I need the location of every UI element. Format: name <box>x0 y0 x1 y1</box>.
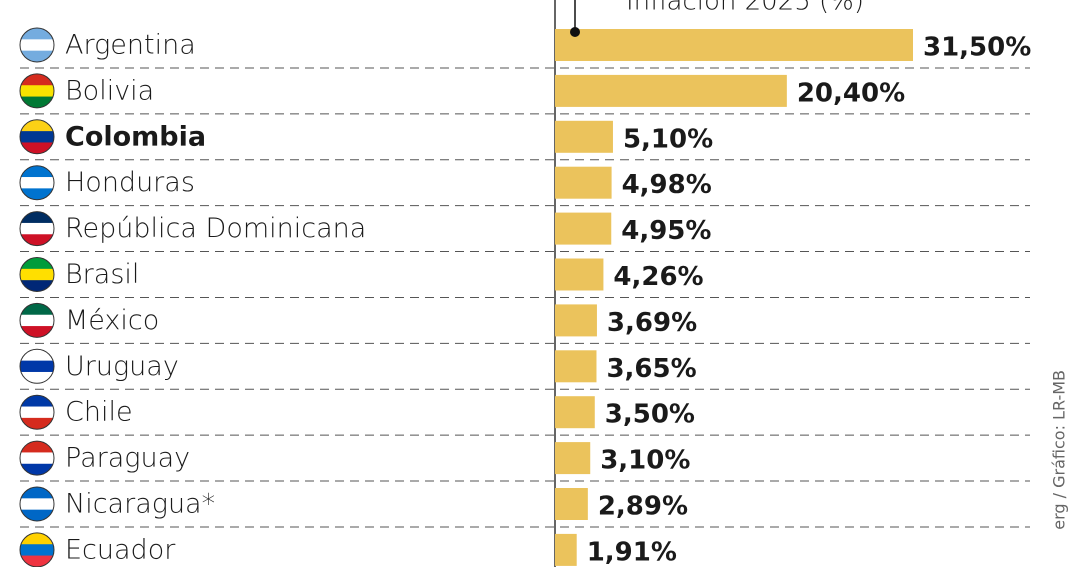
flag-stripe <box>20 234 54 246</box>
category-label: República Dominicana <box>65 213 366 244</box>
bar <box>555 396 595 429</box>
flag-stripe <box>20 360 54 373</box>
flag-stripe <box>20 509 54 521</box>
value-label: 31,50% <box>923 33 1031 63</box>
bar <box>555 442 591 475</box>
flag-stripe <box>20 39 54 52</box>
flag-stripe <box>20 131 54 143</box>
source-note: erg / Gráfico: LR-MB <box>1050 370 1069 530</box>
category-label: México <box>65 305 159 336</box>
flag-outline <box>19 348 55 384</box>
flag-stripe <box>20 498 54 511</box>
flag-stripe <box>20 326 54 338</box>
flag-stripe <box>20 280 54 292</box>
flag-outline <box>19 119 55 155</box>
flag-stripe <box>20 268 54 281</box>
category-label: Bolivia <box>65 75 154 106</box>
bar <box>555 533 577 566</box>
flag-outline <box>19 394 55 430</box>
bar <box>555 166 612 199</box>
flag-outline <box>19 440 55 476</box>
value-label: 5,10% <box>623 124 713 154</box>
flag-outline <box>19 27 55 63</box>
value-label: 1,91% <box>587 537 677 567</box>
flag-stripe <box>20 50 54 62</box>
flag-stripe <box>20 188 54 200</box>
flag-outline <box>19 165 55 201</box>
flag-stripe <box>20 452 54 465</box>
flag-stripe <box>20 532 54 545</box>
category-label: Colombia <box>65 121 206 152</box>
flag-stripe <box>20 142 54 154</box>
bar <box>555 258 604 291</box>
flag-stripe <box>20 555 54 567</box>
category-label: Paraguay <box>65 443 190 474</box>
flag-stripe <box>20 257 54 270</box>
category-label: Uruguay <box>65 351 179 382</box>
flag-stripe <box>20 96 54 108</box>
flag-stripe <box>20 441 54 453</box>
annotation-dot <box>570 27 580 37</box>
flag-outline <box>19 73 55 109</box>
flag-outline <box>19 486 55 522</box>
category-label: Brasil <box>65 259 139 290</box>
category-label: Argentina <box>65 30 196 61</box>
flag-stripe <box>20 211 54 224</box>
value-label: 3,10% <box>600 446 690 476</box>
flag-outline <box>19 302 55 338</box>
flag-stripe <box>20 314 54 327</box>
value-label: 4,98% <box>622 170 712 200</box>
flag-stripe <box>20 303 54 316</box>
category-label: Ecuador <box>65 534 176 565</box>
bar <box>555 120 613 153</box>
value-label: 3,69% <box>607 308 697 338</box>
value-label: 4,26% <box>613 262 703 292</box>
flag-stripe <box>20 463 54 476</box>
bar <box>555 304 597 337</box>
flag-outline <box>19 211 55 247</box>
flag-stripe <box>20 222 54 235</box>
category-label: Chile <box>65 397 133 428</box>
bar <box>555 74 787 107</box>
value-label: 20,40% <box>797 78 905 108</box>
bar <box>555 212 612 245</box>
flag-stripe <box>20 119 54 132</box>
flag-stripe <box>20 487 54 499</box>
flag-stripe <box>20 544 54 557</box>
value-label: 2,89% <box>598 492 688 522</box>
flag-stripe <box>20 28 54 40</box>
value-label: 4,95% <box>621 216 711 246</box>
bar <box>555 488 588 520</box>
flag-stripe <box>20 406 54 419</box>
flag-stripe <box>20 73 54 86</box>
value-label: 3,50% <box>605 400 695 430</box>
flag-stripe <box>20 395 54 408</box>
chart-title: Inflación 2025 (%) <box>626 0 864 17</box>
flag-stripe <box>20 85 54 98</box>
bar <box>555 350 597 383</box>
flag-stripe <box>20 349 54 362</box>
category-label: Honduras <box>65 167 195 198</box>
flag-outline <box>19 257 55 292</box>
category-label: Nicaragua* <box>65 489 215 520</box>
flag-stripe <box>20 165 54 178</box>
value-label: 3,65% <box>606 354 696 384</box>
bar <box>555 29 913 61</box>
flag-stripe <box>20 371 54 384</box>
flag-stripe <box>20 177 54 189</box>
flag-stripe <box>20 417 54 430</box>
